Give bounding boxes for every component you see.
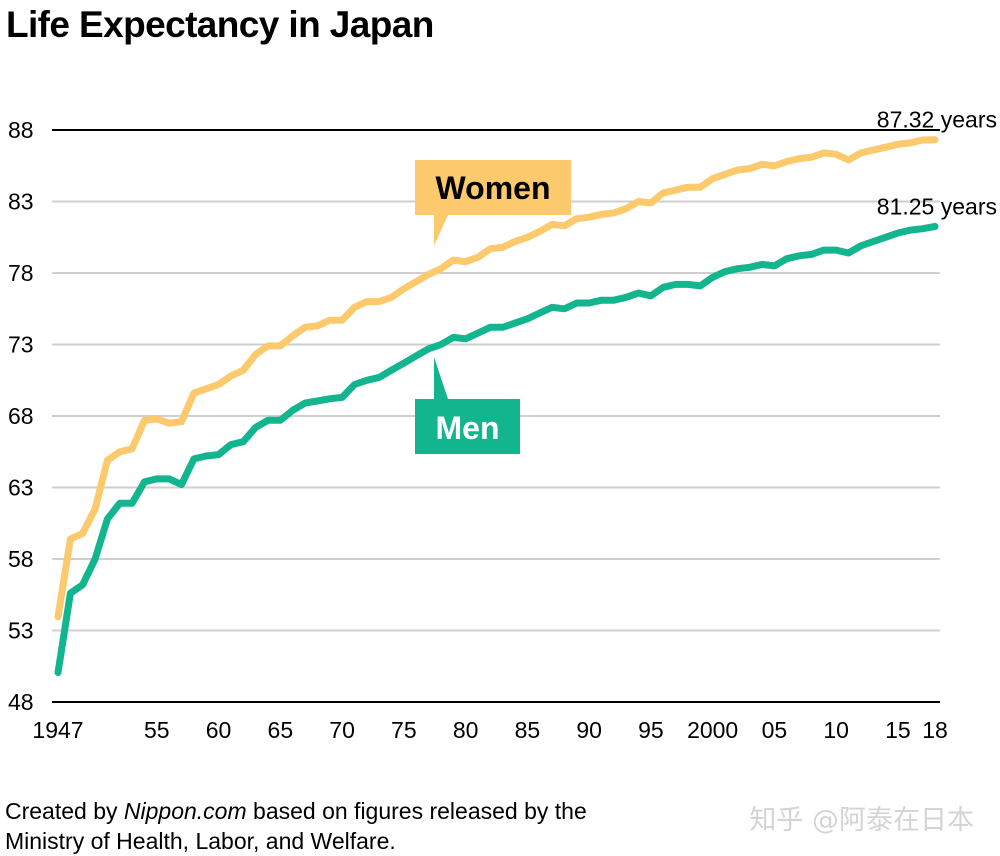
end-label-men: 81.25 years: [877, 194, 997, 220]
x-tick-label: 15: [885, 717, 911, 743]
x-tick-label: 70: [329, 717, 355, 743]
x-tick-label: 1947: [32, 717, 83, 743]
credit-line2: Ministry of Health, Labor, and Welfare.: [5, 828, 396, 854]
life-expectancy-chart: 48 53 58 63 68 73 78 83 88 1947 55 60 65 70 75 80 85 90 95…: [8, 107, 997, 743]
x-tick-label: 80: [453, 717, 479, 743]
x-tick-label: 2000: [687, 717, 738, 743]
x-tick-label: 65: [268, 717, 294, 743]
y-tick-label: 53: [8, 618, 34, 644]
y-tick-label: 63: [8, 475, 34, 501]
x-tick-label: 75: [391, 717, 417, 743]
callout-women-label: Women: [436, 170, 551, 206]
credit-prefix: Created by: [5, 798, 124, 824]
credit-site: Nippon.com: [123, 798, 247, 824]
series-line-men: [54, 223, 939, 676]
end-label-women: 87.32 years: [877, 107, 997, 133]
callout-men-box: [415, 357, 520, 454]
y-tick-label: 58: [8, 546, 34, 572]
x-tick-label: 18: [922, 717, 948, 743]
x-tick-label: 60: [206, 717, 232, 743]
y-tick-label: 78: [8, 260, 34, 286]
y-tick-label: 48: [8, 689, 34, 715]
callout-women-box: [415, 160, 571, 246]
x-tick-label: 05: [762, 717, 788, 743]
x-tick-label: 55: [144, 717, 170, 743]
series-line-women: [54, 136, 939, 621]
x-tick-label: 85: [515, 717, 541, 743]
source-credit: Created by Nippon.com based on figures r…: [5, 796, 587, 856]
credit-rest: based on figures released by the: [246, 798, 587, 824]
x-tick-label: 95: [638, 717, 664, 743]
chart-title: Life Expectancy in Japan: [6, 4, 434, 45]
y-tick-label: 68: [8, 403, 34, 429]
x-tick-label: 10: [823, 717, 849, 743]
y-tick-label: 88: [8, 117, 34, 143]
y-tick-label: 73: [8, 332, 34, 358]
watermark: 知乎 @阿泰在日本: [749, 805, 974, 836]
callout-men-label: Men: [436, 410, 500, 446]
x-tick-label: 90: [576, 717, 602, 743]
y-tick-label: 83: [8, 189, 34, 215]
